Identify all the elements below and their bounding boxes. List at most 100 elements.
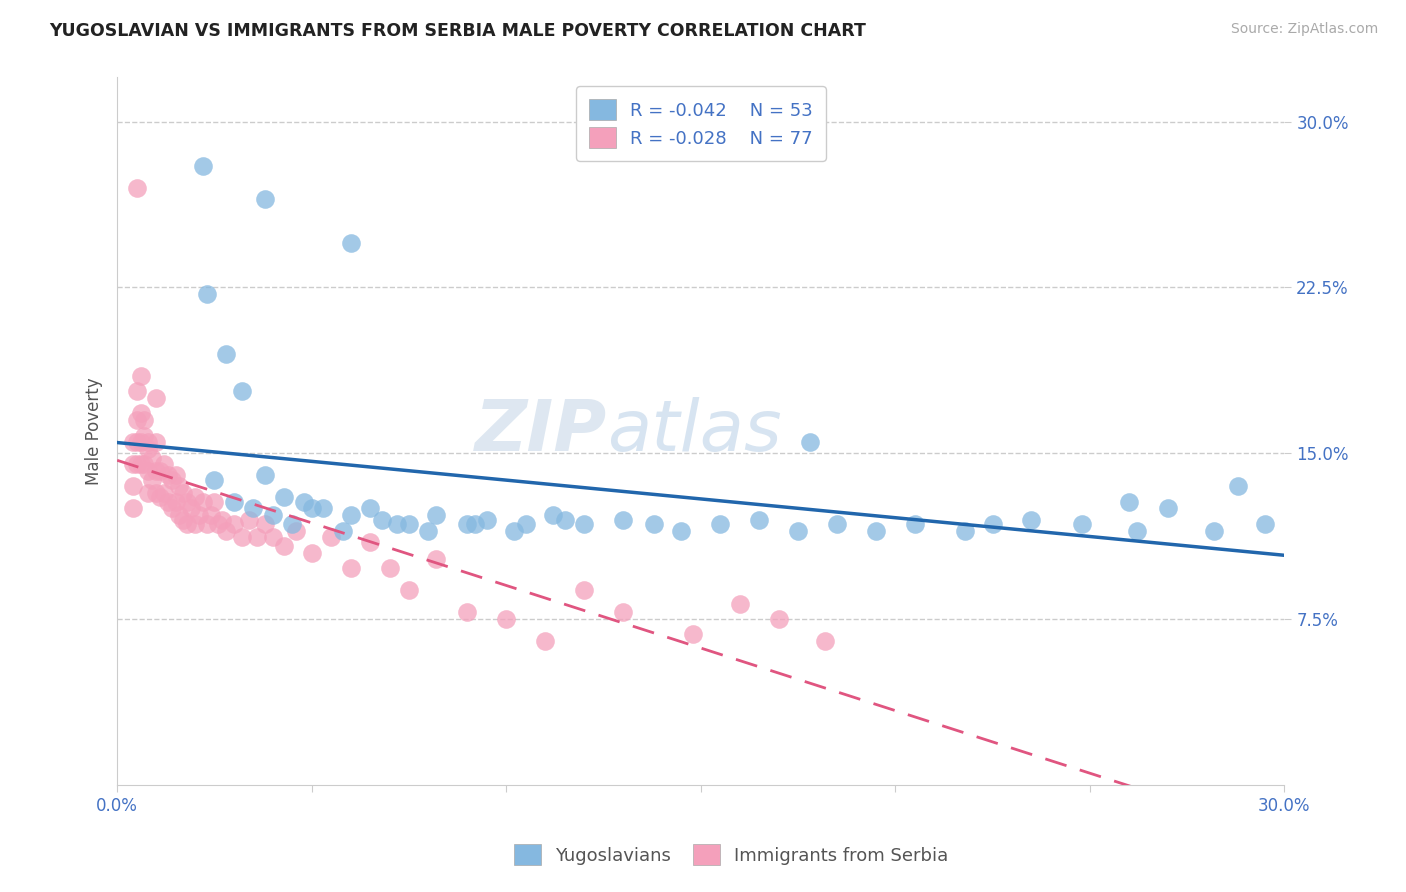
Point [768, 612, 790, 626]
Point [125, 181, 148, 195]
Point [222, 516, 245, 531]
Point [515, 516, 537, 531]
Point [169, 508, 191, 522]
Point [156, 468, 179, 483]
Point [572, 583, 595, 598]
Point [787, 524, 810, 538]
Point [425, 552, 447, 566]
Point [129, 435, 152, 450]
Point [187, 508, 209, 522]
Point [211, 512, 233, 526]
Point [955, 524, 977, 538]
Point [1021, 512, 1043, 526]
Point [176, 495, 198, 509]
Point [339, 236, 361, 251]
Text: ZIP: ZIP [475, 397, 607, 466]
Point [134, 457, 156, 471]
Point [215, 347, 238, 361]
Point [814, 634, 837, 648]
Point [215, 524, 238, 538]
Point [262, 508, 284, 522]
Point [191, 495, 214, 509]
Point [981, 516, 1004, 531]
Point [1071, 516, 1094, 531]
Point [312, 501, 335, 516]
Point [1125, 524, 1147, 538]
Point [456, 605, 478, 619]
Point [748, 512, 770, 526]
Point [262, 530, 284, 544]
Point [125, 413, 148, 427]
Point [254, 516, 277, 531]
Point [534, 634, 557, 648]
Point [1156, 501, 1178, 516]
Point [475, 512, 498, 526]
Point [125, 435, 148, 450]
Point [398, 516, 420, 531]
Point [865, 524, 887, 538]
Point [145, 391, 167, 405]
Point [418, 524, 440, 538]
Point [728, 597, 751, 611]
Point [371, 512, 394, 526]
Point [281, 516, 304, 531]
Point [332, 524, 354, 538]
Point [176, 516, 198, 531]
Point [156, 495, 179, 509]
Point [145, 464, 167, 478]
Point [141, 450, 163, 465]
Point [825, 516, 848, 531]
Point [136, 435, 159, 450]
Point [207, 516, 229, 531]
Point [125, 457, 148, 471]
Text: atlas: atlas [607, 397, 782, 466]
Point [541, 508, 564, 522]
Point [1204, 524, 1226, 538]
Point [172, 512, 194, 526]
Point [242, 501, 264, 516]
Point [1226, 479, 1249, 493]
Point [292, 495, 315, 509]
Point [246, 530, 269, 544]
Point [149, 464, 172, 478]
Point [195, 287, 218, 301]
Point [136, 442, 159, 456]
Point [121, 501, 143, 516]
Point [160, 501, 183, 516]
Point [1118, 495, 1140, 509]
Point [643, 516, 665, 531]
Point [495, 612, 517, 626]
Point [134, 428, 156, 442]
Point [121, 479, 143, 493]
Point [231, 530, 253, 544]
Point [273, 539, 295, 553]
Text: YUGOSLAVIAN VS IMMIGRANTS FROM SERBIA MALE POVERTY CORRELATION CHART: YUGOSLAVIAN VS IMMIGRANTS FROM SERBIA MA… [49, 22, 866, 40]
Point [136, 486, 159, 500]
Point [231, 384, 253, 399]
Point [1254, 516, 1277, 531]
Point [464, 516, 486, 531]
Point [387, 516, 409, 531]
Point [339, 561, 361, 575]
Point [204, 473, 226, 487]
Point [222, 495, 245, 509]
Point [359, 501, 381, 516]
Point [709, 516, 731, 531]
Point [799, 435, 821, 450]
Point [136, 464, 159, 478]
Y-axis label: Male Poverty: Male Poverty [86, 377, 103, 485]
Point [160, 473, 183, 487]
Point [273, 491, 295, 505]
Point [184, 491, 207, 505]
Legend: R = -0.042    N = 53, R = -0.028    N = 77: R = -0.042 N = 53, R = -0.028 N = 77 [576, 87, 825, 161]
Point [503, 524, 526, 538]
Point [671, 524, 693, 538]
Point [301, 546, 323, 560]
Point [134, 413, 156, 427]
Point [285, 524, 308, 538]
Point [125, 384, 148, 399]
Point [191, 159, 214, 173]
Point [612, 512, 634, 526]
Point [145, 486, 167, 500]
Point [149, 491, 172, 505]
